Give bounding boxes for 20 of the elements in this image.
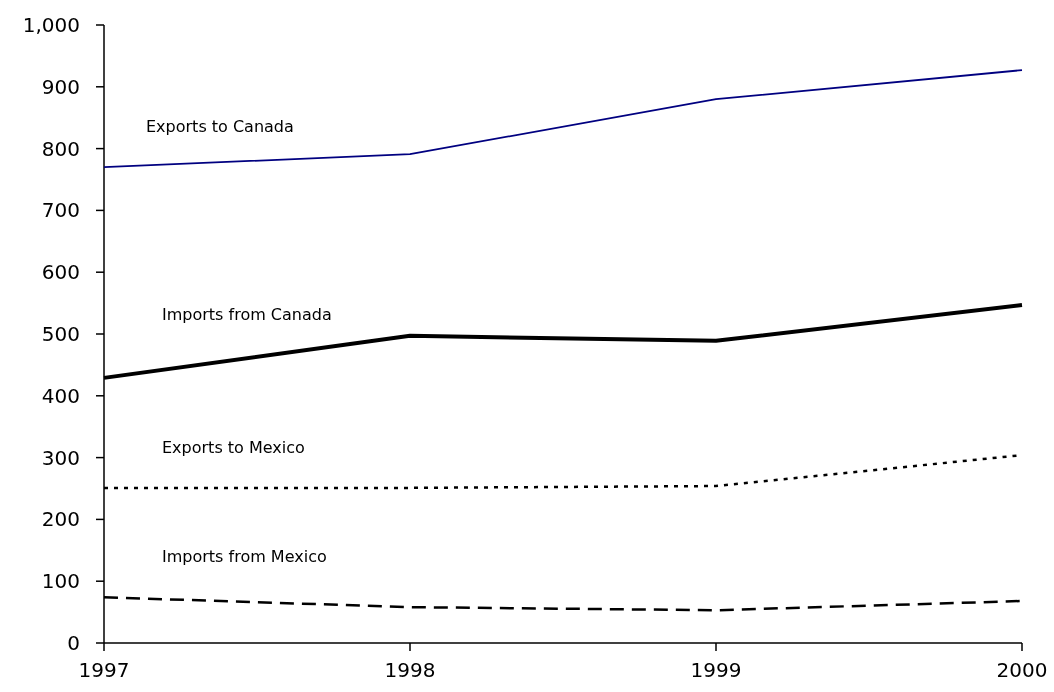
y-tick-label: 200	[41, 507, 80, 532]
x-tick-label: 1997	[78, 658, 130, 682]
y-tick-label: 700	[41, 198, 80, 223]
y-tick-label: 300	[41, 445, 80, 470]
y-tick-label: 900	[41, 74, 80, 99]
line-series	[103, 69, 1023, 169]
text: Imports from Mexico	[162, 547, 327, 567]
x-tick-label: 1998	[384, 658, 436, 682]
y-tick-label: 400	[41, 383, 80, 408]
x-tick-label: 1999	[690, 658, 742, 682]
y-tick-label: 800	[41, 136, 80, 161]
series-label: Imports from Canada	[162, 304, 332, 324]
y-tick-label: 0	[67, 631, 80, 655]
x-tick-label: 2000	[996, 658, 1048, 682]
series-label: Exports to Mexico	[162, 437, 305, 457]
series-label: Exports to Canada	[146, 117, 294, 137]
y-tick-label: 1,000	[22, 13, 80, 37]
y-tick-label: 100	[41, 569, 80, 594]
y-tick-label: 600	[41, 260, 80, 285]
y-tick-label: 500	[41, 322, 80, 346]
